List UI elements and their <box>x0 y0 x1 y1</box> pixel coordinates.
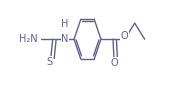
Text: S: S <box>47 57 53 67</box>
Text: O: O <box>111 58 118 68</box>
Text: N: N <box>61 34 69 44</box>
Text: H₂N: H₂N <box>19 34 37 44</box>
Text: H: H <box>61 19 69 29</box>
Text: O: O <box>121 31 128 41</box>
